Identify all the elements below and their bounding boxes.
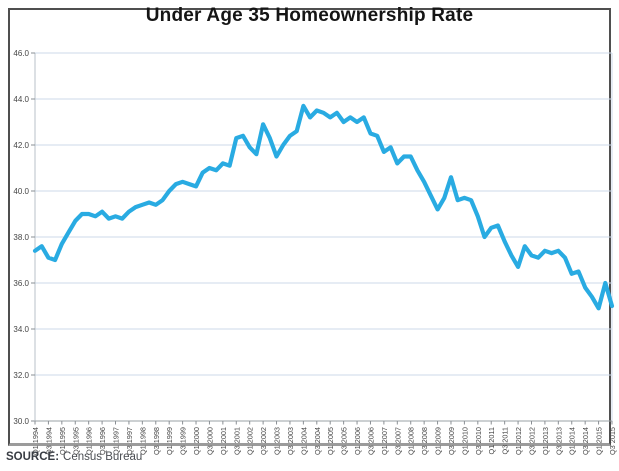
x-tick-label: Q1 2009 [434,427,443,455]
x-tick-label: Q3 2005 [340,427,349,455]
x-tick-label: Q3 2003 [286,427,295,455]
x-tick-label: Q3 2001 [232,427,241,455]
x-tick-label: Q1 2013 [541,427,550,455]
x-tick-label: Q1 2015 [595,427,604,455]
x-tick-label: Q3 1994 [44,427,53,455]
x-tick-label: Q3 2013 [554,427,563,455]
chart-container [8,8,611,446]
x-tick-label: Q3 2010 [474,427,483,455]
y-tick-label: 34.0 [13,325,29,334]
x-tick-label: Q1 2012 [514,427,523,455]
x-tick-label: Q1 1998 [138,427,147,455]
x-tick-label: Q3 1999 [179,427,188,455]
y-tick-label: 40.0 [13,187,29,196]
x-tick-label: Q3 1998 [152,427,161,455]
x-tick-label: Q1 2004 [299,427,308,455]
x-tick-label: Q3 2007 [393,427,402,455]
x-tick-label: Q1 1996 [85,427,94,455]
x-tick-label: Q3 1997 [125,427,134,455]
x-tick-label: Q3 2008 [420,427,429,455]
y-tick-label: 38.0 [13,233,29,242]
y-tick-label: 32.0 [13,371,29,380]
source-line: SOURCE: Census Bureau [6,451,142,463]
x-tick-label: Q3 2014 [581,427,590,455]
x-tick-label: Q1 1997 [112,427,121,455]
source-text: Census Bureau [63,451,143,463]
x-tick-label: Q1 2000 [192,427,201,455]
x-tick-label: Q1 2014 [568,427,577,455]
x-tick-label: Q3 2012 [527,427,536,455]
y-tick-label: 36.0 [13,279,29,288]
x-tick-label: Q1 2006 [353,427,362,455]
chart-title: Under Age 35 Homeownership Rate [145,5,474,26]
x-tick-label: Q1 2002 [246,427,255,455]
x-tick-label: Q1 2010 [460,427,469,455]
x-tick-label: Q1 1999 [165,427,174,455]
source-label: SOURCE: [6,451,60,463]
x-tick-label: Q1 2008 [407,427,416,455]
x-tick-label: Q1 2011 [487,427,496,454]
x-tick-label: Q3 2015 [608,427,617,455]
y-tick-label: 30.0 [13,417,29,426]
y-tick-label: 44.0 [13,95,29,104]
rate-line [32,103,615,311]
x-tick-label: Q3 2011 [501,427,510,454]
x-tick-label: Q3 2006 [366,427,375,455]
x-tick-label: Q1 1995 [58,427,67,455]
y-tick-label: 42.0 [13,141,29,150]
y-tick-label: 46.0 [13,49,29,58]
x-tick-label: Q1 2001 [219,427,228,455]
x-tick-label: Q1 2007 [380,427,389,455]
x-tick-label: Q3 1996 [98,427,107,455]
x-tick-label: Q1 2005 [326,427,335,455]
x-tick-label: Q1 2003 [273,427,282,455]
x-tick-label: Q3 2002 [259,427,268,455]
x-tick-label: Q1 1994 [31,427,40,455]
x-tick-label: Q3 2004 [313,427,322,455]
x-tick-label: Q3 2000 [205,427,214,455]
x-tick-label: Q3 1995 [71,427,80,455]
x-tick-label: Q3 2009 [447,427,456,455]
